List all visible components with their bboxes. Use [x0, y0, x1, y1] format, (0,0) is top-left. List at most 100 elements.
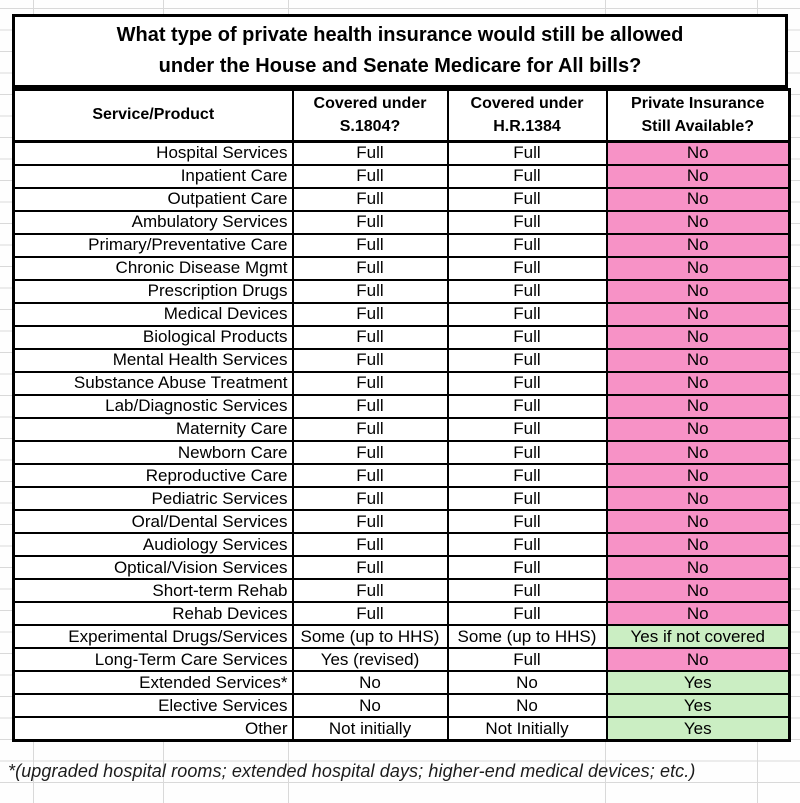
- service-cell: Oral/Dental Services: [12, 508, 294, 535]
- service-cell: Medical Devices: [12, 301, 294, 327]
- available-cell: No: [605, 232, 791, 258]
- hr1384-cell: Full: [446, 647, 608, 673]
- hr1384-cell: Some (up to HHS): [446, 624, 608, 650]
- table-row: Medical Devices Full Full No: [12, 301, 791, 327]
- s1804-cell: Full: [291, 232, 449, 258]
- s1804-cell: Full: [291, 163, 449, 189]
- service-cell: Outpatient Care: [12, 186, 294, 212]
- table-row: Substance Abuse Treatment Full Full No: [12, 370, 791, 396]
- hr1384-cell: Full: [446, 601, 608, 627]
- table-row: Extended Services* No No Yes: [12, 670, 791, 696]
- available-cell: No: [605, 508, 791, 535]
- hr1384-cell: Full: [446, 370, 608, 396]
- hr1384-cell: Full: [446, 255, 608, 281]
- s1804-cell: Full: [291, 301, 449, 327]
- service-cell: Mental Health Services: [12, 347, 294, 373]
- available-cell: No: [605, 140, 791, 166]
- available-cell: No: [605, 485, 791, 512]
- table-row: Outpatient Care Full Full No: [12, 186, 791, 212]
- service-cell: Primary/Preventative Care: [12, 232, 294, 258]
- s1804-cell: Yes (revised): [291, 647, 449, 673]
- table-row: Long-Term Care Services Yes (revised) Full…: [12, 647, 791, 673]
- service-cell: Inpatient Care: [12, 163, 294, 189]
- service-cell: Short-term Rehab: [12, 578, 294, 604]
- service-cell: Rehab Devices: [12, 601, 294, 627]
- hr1384-cell: Full: [446, 347, 608, 373]
- available-cell: No: [605, 301, 791, 327]
- available-cell: Yes: [605, 693, 791, 719]
- hr1384-cell: Full: [446, 416, 608, 442]
- available-cell: No: [605, 532, 791, 558]
- available-cell: No: [605, 578, 791, 604]
- available-cell: Yes: [605, 716, 791, 742]
- s1804-cell: Full: [291, 347, 449, 373]
- s1804-cell: Full: [291, 485, 449, 512]
- available-cell: No: [605, 370, 791, 396]
- hr1384-cell: Full: [446, 462, 608, 488]
- hr1384-cell: No: [446, 670, 608, 696]
- s1804-cell: Full: [291, 278, 449, 304]
- table-row: Hospital Services Full Full No: [12, 140, 791, 166]
- table-row: Biological Products Full Full No: [12, 324, 791, 350]
- service-cell: Elective Services: [12, 693, 294, 719]
- available-cell: No: [605, 439, 791, 465]
- s1804-cell: Full: [291, 140, 449, 166]
- available-cell: No: [605, 255, 791, 281]
- service-cell: Substance Abuse Treatment: [12, 370, 294, 396]
- hr1384-cell: Full: [446, 163, 608, 189]
- table-row: Audiology Services Full Full No: [12, 532, 791, 558]
- table-row: Mental Health Services Full Full No: [12, 347, 791, 373]
- hr1384-cell: Full: [446, 186, 608, 212]
- table-row: Primary/Preventative Care Full Full No: [12, 232, 791, 258]
- available-cell: No: [605, 601, 791, 627]
- service-cell: Newborn Care: [12, 439, 294, 465]
- header-private-insurance: Private Insurance Still Available?: [605, 88, 791, 143]
- table-row: Elective Services No No Yes: [12, 693, 791, 719]
- s1804-cell: Full: [291, 601, 449, 627]
- s1804-cell: Full: [291, 186, 449, 212]
- hr1384-cell: Full: [446, 532, 608, 558]
- available-cell: No: [605, 347, 791, 373]
- hr1384-cell: Full: [446, 485, 608, 512]
- service-cell: Ambulatory Services: [12, 209, 294, 235]
- table-row: Rehab Devices Full Full No: [12, 601, 791, 627]
- s1804-cell: Not initially: [291, 716, 449, 742]
- coverage-table: Service/Product Covered under S.1804? Co…: [12, 88, 791, 742]
- service-cell: Lab/Diagnostic Services: [12, 393, 294, 419]
- hr1384-cell: Full: [446, 278, 608, 304]
- available-cell: No: [605, 186, 791, 212]
- s1804-cell: Full: [291, 209, 449, 235]
- available-cell: No: [605, 209, 791, 235]
- service-cell: Experimental Drugs/Services: [12, 624, 294, 650]
- s1804-cell: Some (up to HHS): [291, 624, 449, 650]
- table-row: Ambulatory Services Full Full No: [12, 209, 791, 235]
- hr1384-cell: Full: [446, 301, 608, 327]
- hr1384-cell: Full: [446, 209, 608, 235]
- hr1384-cell: Not Initially: [446, 716, 608, 742]
- table-row: Reproductive Care Full Full No: [12, 462, 791, 488]
- table-row: Oral/Dental Services Full Full No: [12, 508, 791, 535]
- table-row: Experimental Drugs/Services Some (up to H…: [12, 624, 791, 650]
- service-cell: Optical/Vision Services: [12, 555, 294, 581]
- hr1384-cell: Full: [446, 555, 608, 581]
- table-row: Short-term Rehab Full Full No: [12, 578, 791, 604]
- table-row: Inpatient Care Full Full No: [12, 163, 791, 189]
- hr1384-cell: Full: [446, 393, 608, 419]
- header-covered-hr1384: Covered under H.R.1384: [446, 88, 608, 143]
- hr1384-cell: Full: [446, 232, 608, 258]
- s1804-cell: Full: [291, 255, 449, 281]
- service-cell: Other: [12, 716, 294, 742]
- header-service-product: Service/Product: [12, 88, 294, 143]
- available-cell: No: [605, 278, 791, 304]
- available-cell: No: [605, 647, 791, 673]
- service-cell: Long-Term Care Services: [12, 647, 294, 673]
- s1804-cell: Full: [291, 393, 449, 419]
- s1804-cell: Full: [291, 324, 449, 350]
- s1804-cell: Full: [291, 462, 449, 488]
- table-row: Chronic Disease Mgmt Full Full No: [12, 255, 791, 281]
- table-row: Maternity Care Full Full No: [12, 416, 791, 442]
- service-cell: Hospital Services: [12, 140, 294, 166]
- hr1384-cell: Full: [446, 140, 608, 166]
- service-cell: Extended Services*: [12, 670, 294, 696]
